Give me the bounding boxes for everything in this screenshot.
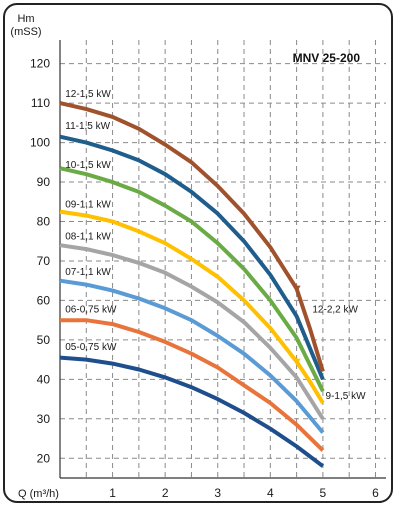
series-label: 11-1,5 kW: [65, 121, 110, 132]
x-tick-label: 6: [372, 486, 379, 500]
motor-change-marker: [292, 285, 301, 293]
x-tick-label: 2: [162, 486, 169, 500]
y-tick-label: 60: [37, 293, 51, 307]
series-line: [59, 355, 325, 468]
series-line: [59, 243, 325, 420]
x-tick-label: 4: [267, 486, 274, 500]
motor-change-marker: [292, 358, 301, 366]
chart-title: MNV 25-200: [293, 51, 361, 65]
series-label: 06-0,75 kW: [65, 304, 117, 315]
y-tick-label: 30: [37, 412, 51, 426]
x-tick-label: 1: [109, 486, 116, 500]
y-tick-label: 120: [30, 57, 50, 71]
y-tick-label: 50: [37, 333, 51, 347]
y-tick-label: 80: [37, 215, 51, 229]
series-label: 05-0,75 kW: [65, 342, 117, 353]
x-axis-title: Q (m³/h): [18, 488, 59, 500]
series-line: [294, 287, 325, 373]
chart-frame: [3, 3, 393, 503]
grid: [60, 40, 386, 478]
y-tick-label: 110: [31, 96, 50, 110]
y-tick-label: 70: [37, 254, 51, 268]
series-label: 08-1,1 kW: [65, 231, 111, 242]
y-tick-label: 100: [30, 136, 50, 150]
series-label: 07-1,1 kW: [65, 267, 111, 278]
series-line: [59, 209, 299, 363]
series-line: [59, 134, 325, 381]
series-line: [59, 278, 325, 434]
series-line: [59, 166, 325, 393]
series-line: [59, 101, 299, 290]
axes: [59, 40, 386, 479]
series-group: [59, 101, 325, 468]
y-tick-label: 40: [37, 372, 51, 386]
x-tick-label: 3: [214, 486, 221, 500]
tick-labels: 20 30 40 50 60 70 80 90 100 110 120 1 2 3 4 5 6: [30, 57, 379, 500]
series-label: 9-1,5 kW: [326, 391, 367, 402]
series-labels: 12-1,5 kW 11-1,5 kW 10-1,5 kW 09-1,1 kW 08-1…: [65, 89, 366, 402]
series-label: 10-1,5 kW: [65, 160, 111, 171]
y-axis-title-line1: Hm: [17, 13, 34, 25]
series-label: 09-1,1 kW: [65, 200, 111, 211]
series-line: [60, 318, 325, 452]
series-line: [294, 360, 325, 405]
y-tick-label: 20: [37, 451, 51, 465]
series-label: 12-2,2 kW: [312, 304, 358, 315]
y-axis-title-line2: (mSS): [10, 26, 41, 38]
series-label: 12-1,5 kW: [65, 89, 111, 100]
y-tick-label: 90: [37, 175, 51, 189]
x-tick-label: 5: [320, 486, 327, 500]
